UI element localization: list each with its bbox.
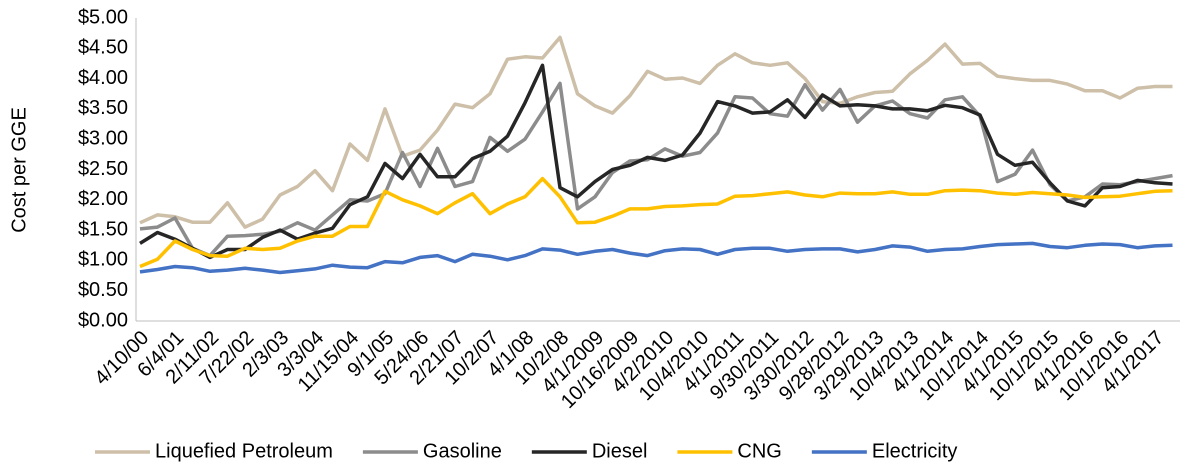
y-tick-label: $4.00 xyxy=(78,67,128,89)
y-tick-label: $2.50 xyxy=(78,158,128,180)
legend-label: Electricity xyxy=(872,440,958,462)
y-tick-label: $1.50 xyxy=(78,218,128,240)
y-tick-label: $0.00 xyxy=(78,309,128,331)
series-line xyxy=(139,63,1173,260)
series-line xyxy=(139,176,1173,269)
legend-label: Liquefied Petroleum xyxy=(155,440,333,462)
series-line xyxy=(139,241,1173,275)
y-tick-label: $5.00 xyxy=(78,6,128,28)
legend-label: Diesel xyxy=(592,440,648,462)
legend-label: Gasoline xyxy=(423,440,502,462)
y-tick-label: $1.00 xyxy=(78,249,128,271)
series-line xyxy=(139,35,1173,229)
legend-label: CNG xyxy=(737,440,781,462)
y-axis-title: Cost per GGE xyxy=(8,107,30,233)
y-tick-label: $3.00 xyxy=(78,127,128,149)
y-tick-label: $0.50 xyxy=(78,279,128,301)
series-line xyxy=(139,81,1173,258)
y-tick-label: $2.00 xyxy=(78,188,128,210)
y-tick-label: $3.50 xyxy=(78,97,128,119)
y-tick-label: $4.50 xyxy=(78,37,128,59)
